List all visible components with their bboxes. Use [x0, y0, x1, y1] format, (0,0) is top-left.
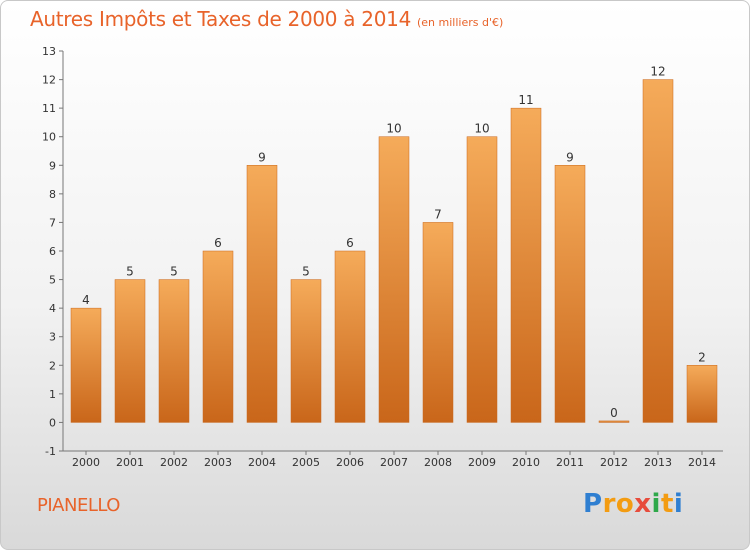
bar [686, 365, 718, 423]
bar [642, 79, 674, 423]
bar [466, 136, 498, 423]
y-tick-label: 8 [49, 188, 56, 201]
chart-title-unit: (en milliers d'€) [417, 16, 504, 29]
data-label: 4 [82, 293, 90, 307]
x-tick-label: 2009 [468, 456, 496, 469]
bar [422, 222, 454, 423]
data-label: 7 [434, 207, 442, 221]
bar [202, 250, 234, 423]
y-tick-label: 9 [49, 159, 56, 172]
x-tick-label: 2010 [512, 456, 540, 469]
bar [334, 250, 366, 423]
x-tick-label: 2002 [160, 456, 188, 469]
data-label: 6 [214, 236, 222, 250]
x-tick-label: 2007 [380, 456, 408, 469]
data-label: 11 [518, 93, 533, 107]
y-tick-label: 7 [49, 216, 56, 229]
logo-letter: i [673, 489, 684, 519]
chart-title-main: Autres Impôts et Taxes de 2000 à 2014 [30, 7, 411, 31]
y-tick-label: 11 [42, 102, 56, 115]
y-tick-label: 6 [49, 245, 56, 258]
y-tick-label: 13 [42, 45, 56, 58]
logo-letter: x [634, 489, 652, 519]
x-tick-label: 2001 [116, 456, 144, 469]
data-label: 5 [126, 265, 134, 279]
x-tick-label: 2008 [424, 456, 452, 469]
bar [70, 307, 102, 423]
y-tick-label: 3 [49, 331, 56, 344]
y-tick-label: 12 [42, 74, 56, 87]
data-label: 9 [258, 150, 266, 164]
logo-letter: o [615, 489, 635, 519]
data-label: 0 [610, 406, 618, 420]
data-label: 5 [302, 265, 310, 279]
logo-letter: t [660, 489, 674, 519]
proxiti-logo: Proxiti [583, 489, 683, 519]
logo-letter: P [583, 489, 603, 519]
x-tick-label: 2003 [204, 456, 232, 469]
x-tick-label: 2005 [292, 456, 320, 469]
logo-letter: i [651, 489, 661, 519]
bar [114, 279, 146, 423]
bar [510, 107, 542, 423]
chart-title: Autres Impôts et Taxes de 2000 à 2014 (en… [30, 7, 503, 31]
y-tick-label: 10 [42, 131, 56, 144]
bar [554, 165, 586, 423]
bar [246, 165, 278, 423]
y-tick-label: -1 [45, 445, 56, 458]
x-tick-label: 2013 [644, 456, 672, 469]
y-tick-label: 0 [49, 416, 56, 429]
x-tick-label: 2011 [556, 456, 584, 469]
x-tick-label: 2004 [248, 456, 276, 469]
bar [378, 136, 410, 423]
data-label: 9 [566, 150, 574, 164]
bar [598, 420, 630, 423]
y-tick-label: 2 [49, 359, 56, 372]
x-tick-label: 2014 [688, 456, 716, 469]
bar [158, 279, 190, 423]
data-label: 10 [386, 122, 401, 136]
data-label: 5 [170, 265, 178, 279]
data-label: 6 [346, 236, 354, 250]
data-label: 12 [650, 65, 665, 79]
y-tick-label: 4 [49, 302, 56, 315]
logo-letter: r [602, 489, 616, 519]
data-label: 2 [698, 350, 706, 364]
data-label: 10 [474, 122, 489, 136]
bar [290, 279, 322, 423]
x-tick-label: 2006 [336, 456, 364, 469]
commune-name: PIANELLO [37, 495, 120, 516]
x-tick-label: 2012 [600, 456, 628, 469]
y-tick-label: 5 [49, 274, 56, 287]
x-tick-label: 2000 [72, 456, 100, 469]
y-tick-label: 1 [49, 388, 56, 401]
